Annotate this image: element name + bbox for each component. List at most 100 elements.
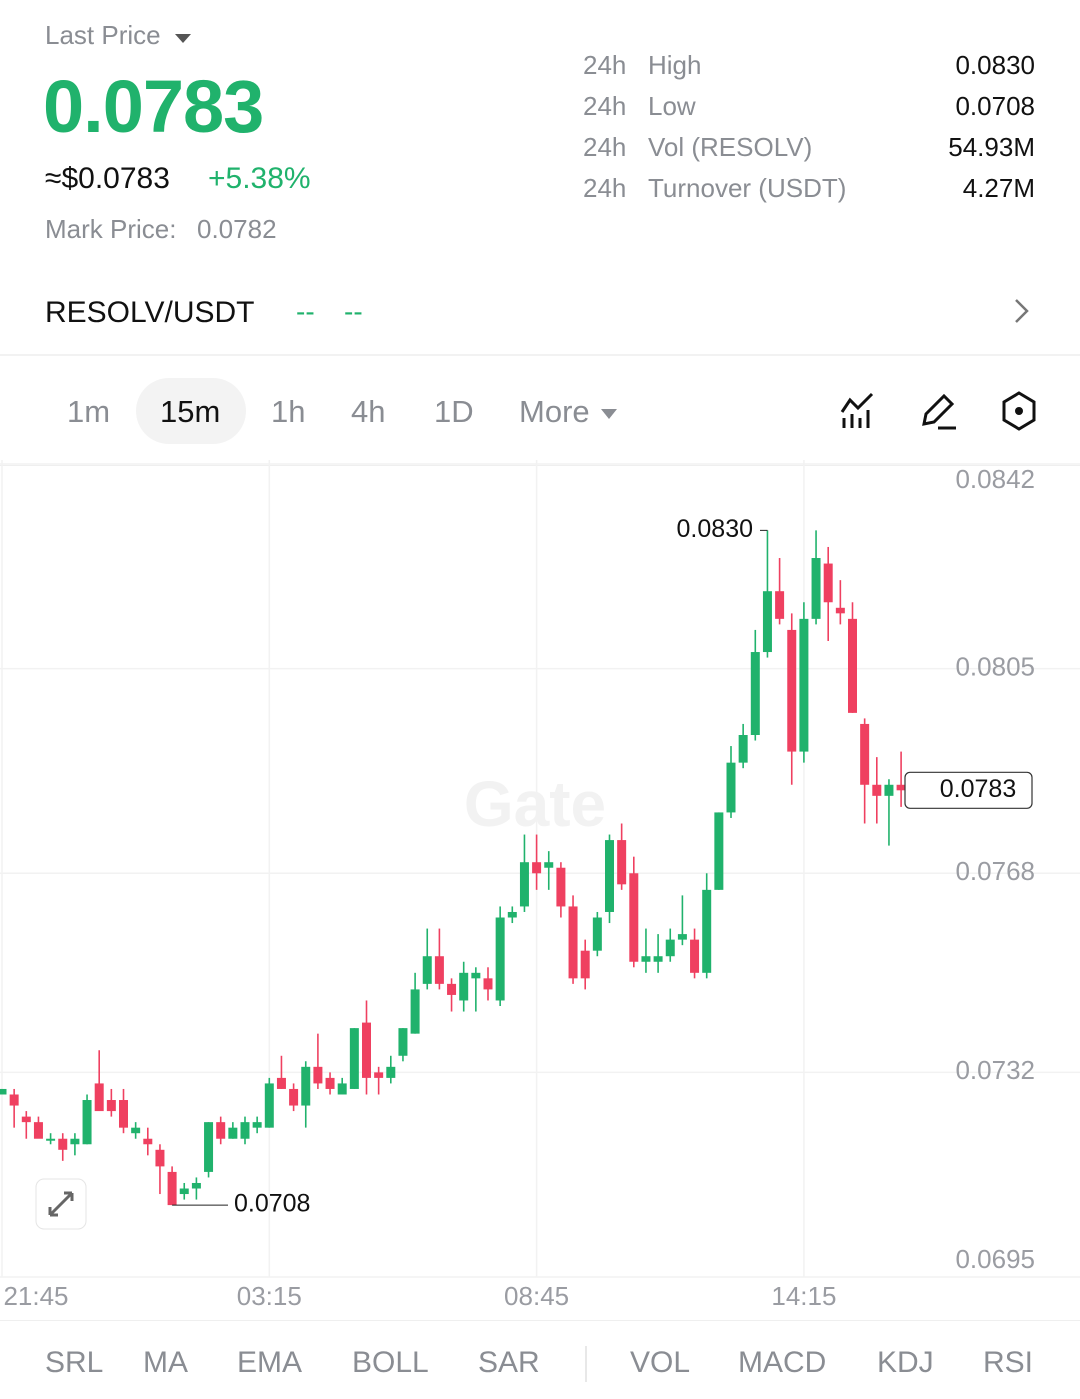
divider: [0, 1320, 1080, 1321]
candle-body: [276, 1077, 286, 1089]
stat-value: 0.0708: [955, 91, 1035, 121]
interval-tab[interactable]: 4h: [351, 394, 386, 429]
dropdown-icon: [600, 408, 617, 419]
candle-body: [884, 784, 894, 796]
candle-body: [787, 629, 797, 752]
candle-body: [9, 1094, 19, 1106]
x-tick-label: 14:15: [771, 1281, 836, 1311]
stat-label: Vol (RESOLV): [648, 132, 813, 162]
indicator-icon[interactable]: [838, 390, 878, 432]
candle-body: [653, 956, 663, 962]
candle-body: [167, 1171, 177, 1206]
indicator-tab[interactable]: MACD: [738, 1346, 827, 1379]
last-price-label: 0.0783: [940, 775, 1016, 803]
interval-tab[interactable]: 1D: [434, 394, 474, 429]
indicator-tab[interactable]: MA: [143, 1346, 188, 1379]
candle-body: [738, 735, 748, 763]
interval-tab[interactable]: More: [519, 394, 618, 430]
candle-body: [82, 1100, 92, 1145]
y-tick-label: 0.0768: [955, 856, 1035, 886]
expand-button[interactable]: [35, 1178, 87, 1230]
usd-price: ≈$0.0783: [45, 162, 170, 195]
candle-body: [94, 1083, 104, 1112]
candle-body: [714, 812, 724, 890]
interval-tab[interactable]: 1h: [271, 394, 306, 429]
indicator-tab[interactable]: BOLL: [352, 1346, 429, 1379]
candle-body: [119, 1100, 128, 1128]
candle-body: [532, 862, 542, 874]
indicator-tab[interactable]: EMA: [237, 1346, 303, 1379]
candle-body: [325, 1077, 335, 1089]
watermark: Gate: [464, 768, 606, 840]
interval-tab[interactable]: 15m: [160, 394, 221, 429]
interval-tab[interactable]: 1m: [67, 394, 111, 429]
candle-body: [0, 1088, 7, 1095]
candle-body: [860, 723, 870, 785]
stat-period: 24h: [583, 91, 627, 121]
x-tick-label: 21:45: [3, 1281, 68, 1311]
candle-body: [216, 1122, 226, 1139]
candle-body: [762, 591, 772, 653]
candle-body: [264, 1083, 274, 1128]
candle-body: [422, 956, 432, 984]
chevron-right[interactable]: [1012, 298, 1032, 324]
label-text: Last Price: [45, 20, 161, 50]
candle-body: [872, 784, 882, 796]
candle-body: [204, 1122, 214, 1172]
candle-body: [617, 840, 627, 885]
pair-change: --: [344, 296, 363, 327]
candle-body: [459, 972, 469, 1001]
candle-body: [848, 618, 857, 713]
candle-body: [410, 989, 420, 1034]
candle-body: [179, 1188, 189, 1195]
candle-body: [33, 1122, 43, 1139]
mark-price-label: Mark Price:: [45, 214, 177, 244]
candle-body: [313, 1066, 323, 1084]
divider: [0, 465, 1080, 466]
last-price-label[interactable]: Last Price: [45, 20, 192, 51]
candle-body: [605, 840, 614, 912]
candle-body: [349, 1028, 359, 1089]
stat-value: 0.0830: [955, 50, 1035, 80]
candle-body: [106, 1100, 116, 1112]
indicator-tab[interactable]: VOL: [630, 1346, 691, 1379]
low-annotation: 0.0708: [234, 1190, 310, 1218]
candle-body: [592, 917, 602, 951]
indicator-tab[interactable]: SRL: [45, 1346, 104, 1379]
indicator-tab[interactable]: RSI: [983, 1346, 1034, 1379]
candle-body: [811, 558, 821, 619]
stat-label: High: [648, 50, 702, 80]
candle-body: [374, 1072, 384, 1078]
stat-period: 24h: [583, 132, 627, 162]
stat-value: 4.27M: [962, 173, 1035, 203]
candle-body: [750, 652, 760, 735]
last-price-box: [904, 771, 1033, 809]
candle-body: [544, 862, 554, 868]
draw-icon[interactable]: [918, 390, 960, 432]
candle-body: [386, 1066, 396, 1078]
stat-label: Low: [648, 91, 696, 121]
candle-body: [690, 939, 700, 973]
stat-value: 54.93M: [948, 132, 1035, 162]
y-tick-label: 0.0842: [955, 464, 1035, 494]
active-tab-bg: [136, 378, 246, 444]
x-tick-label: 03:15: [237, 1281, 302, 1311]
pair-name[interactable]: RESOLV/USDT: [45, 296, 255, 329]
candle-body: [398, 1028, 408, 1056]
indicator-tab[interactable]: SAR: [478, 1346, 540, 1379]
candle-body: [677, 934, 687, 940]
candle-body: [519, 862, 529, 907]
candle-body: [835, 607, 845, 614]
candle-body: [471, 972, 481, 979]
candle-body: [447, 983, 457, 995]
candle-body: [726, 762, 736, 813]
candle-body: [46, 1138, 56, 1141]
stat-label: Turnover (USDT): [648, 173, 847, 203]
candle-body: [289, 1088, 299, 1106]
stat-period: 24h: [583, 50, 627, 80]
indicator-tab[interactable]: KDJ: [877, 1346, 934, 1379]
settings-icon[interactable]: [998, 390, 1040, 432]
high-annotation: 0.0830: [677, 515, 753, 543]
candle-body: [362, 1022, 371, 1078]
candle-body: [629, 873, 639, 962]
